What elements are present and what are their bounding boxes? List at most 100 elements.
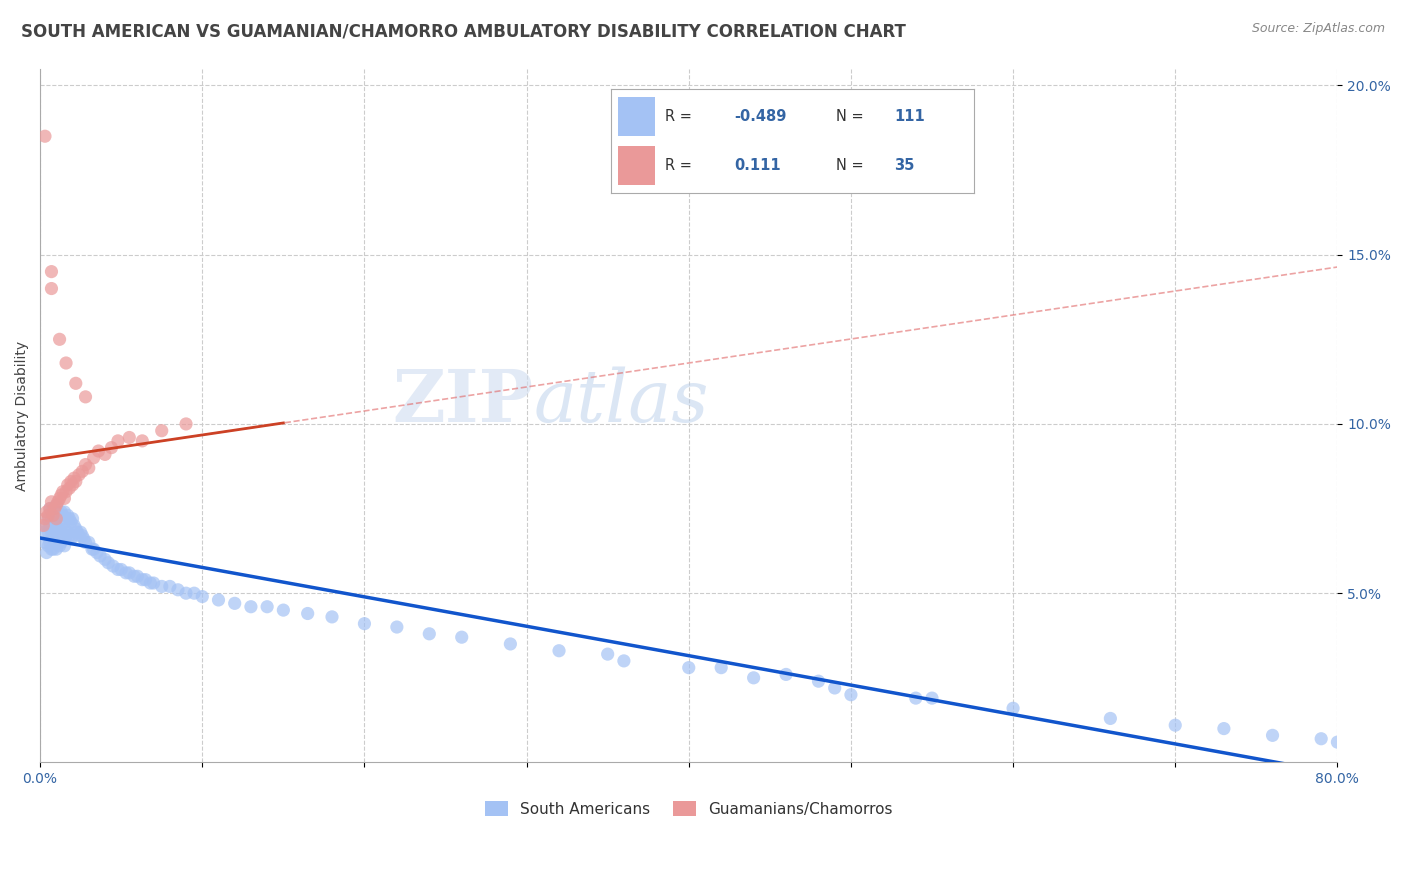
Point (67, 467, 90, 482)
Point (75, 458, 97, 472)
Point (1099, 711, 1122, 725)
Point (53, 491, 76, 506)
Point (37, 525, 59, 540)
Point (80, 542, 103, 557)
Point (499, 637, 522, 651)
Point (58, 512, 80, 526)
Point (62, 512, 84, 526)
Point (97, 556, 120, 570)
Point (1212, 722, 1234, 736)
Point (89, 549, 111, 563)
Point (38, 501, 60, 516)
Point (37, 539, 59, 553)
Point (46, 505, 69, 519)
Point (94, 447, 117, 461)
Point (904, 691, 927, 706)
Y-axis label: Ambulatory Disability: Ambulatory Disability (15, 341, 30, 491)
Point (710, 660, 733, 674)
Point (46, 535, 69, 549)
Point (34, 129, 56, 144)
Point (35, 505, 58, 519)
Point (46, 522, 69, 536)
Point (65, 376, 87, 391)
Point (48, 522, 70, 536)
Point (87, 444, 110, 458)
Point (42, 501, 65, 516)
Point (63, 518, 86, 533)
Point (35, 518, 58, 533)
Point (110, 562, 132, 576)
Point (48, 539, 70, 553)
Point (63, 471, 86, 485)
Point (32, 525, 55, 540)
Point (1002, 701, 1025, 715)
Point (1326, 735, 1348, 749)
Point (385, 620, 408, 634)
Point (51, 535, 73, 549)
Point (56, 478, 79, 492)
Point (107, 562, 129, 576)
Point (775, 667, 797, 681)
Point (51, 488, 73, 502)
Point (921, 691, 943, 706)
Point (48, 491, 70, 506)
Point (107, 434, 129, 448)
Point (118, 566, 141, 580)
Text: SOUTH AMERICAN VS GUAMANIAN/CHAMORRO AMBULATORY DISABILITY CORRELATION CHART: SOUTH AMERICAN VS GUAMANIAN/CHAMORRO AMB… (21, 22, 905, 40)
Point (100, 441, 122, 455)
Point (72, 528, 94, 542)
Point (32, 518, 55, 533)
Point (321, 610, 343, 624)
Point (139, 576, 162, 591)
Point (55, 484, 77, 499)
Point (127, 569, 149, 583)
Point (418, 627, 440, 641)
Point (613, 654, 636, 668)
Point (52, 484, 75, 499)
Point (51, 518, 73, 533)
Point (66, 525, 89, 540)
Point (174, 586, 197, 600)
Point (273, 603, 295, 617)
Point (69, 525, 91, 540)
Point (59, 515, 82, 529)
Point (450, 630, 472, 644)
Text: atlas: atlas (533, 367, 709, 437)
Point (72, 464, 94, 478)
Point (191, 590, 214, 604)
Point (131, 573, 153, 587)
Point (742, 671, 765, 685)
Point (118, 430, 141, 444)
Point (45, 525, 67, 540)
Point (46, 495, 69, 509)
Point (77, 535, 100, 549)
Text: Source: ZipAtlas.com: Source: ZipAtlas.com (1251, 22, 1385, 36)
Point (45, 512, 67, 526)
Point (48, 508, 70, 523)
Point (224, 596, 246, 610)
Point (83, 450, 105, 465)
Legend: South Americans, Guamanians/Chamorros: South Americans, Guamanians/Chamorros (477, 793, 900, 824)
Point (115, 566, 138, 580)
Point (35, 545, 58, 559)
Point (45, 542, 67, 557)
Point (44, 508, 66, 523)
Point (41, 265, 63, 279)
Point (38, 518, 60, 533)
Point (67, 528, 90, 542)
Point (183, 586, 205, 600)
Point (44, 501, 66, 516)
Point (41, 495, 63, 509)
Point (55, 356, 77, 370)
Point (55, 512, 77, 526)
Point (62, 528, 84, 542)
Point (52, 525, 75, 540)
Point (596, 647, 619, 661)
Point (65, 522, 87, 536)
Point (73, 532, 96, 546)
Point (41, 525, 63, 540)
Point (34, 512, 56, 526)
Point (59, 475, 82, 489)
Point (65, 475, 87, 489)
Point (1310, 731, 1333, 746)
